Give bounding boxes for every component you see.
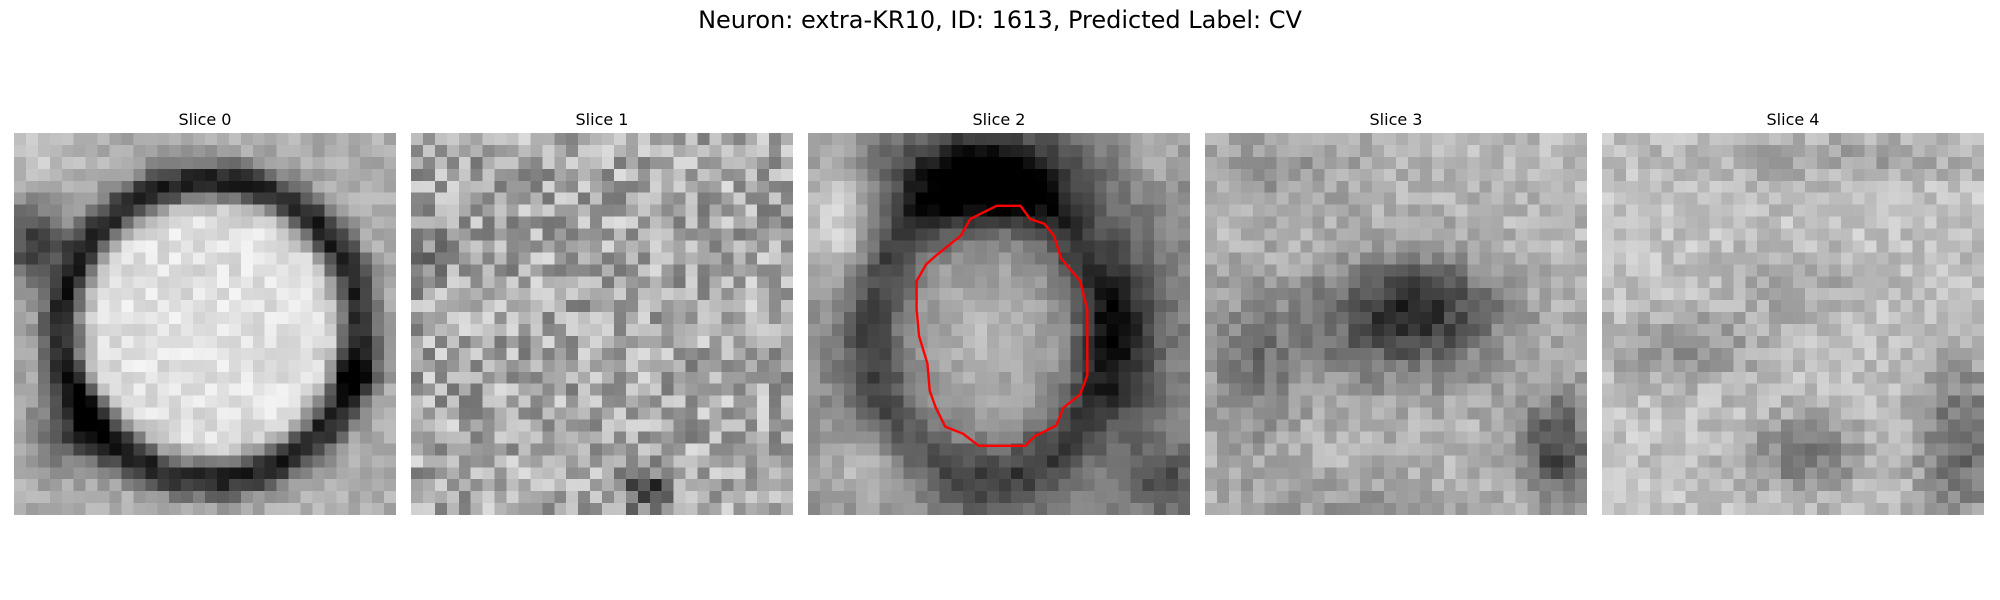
slice-2-image — [808, 133, 1190, 515]
slice-3-pixels — [1205, 133, 1587, 515]
slice-1-image — [411, 133, 793, 515]
slice-2-title: Slice 2 — [972, 110, 1026, 129]
slice-3-image — [1205, 133, 1587, 515]
slice-4-title: Slice 4 — [1766, 110, 1820, 129]
slice-4-image — [1602, 133, 1984, 515]
slice-3-title: Slice 3 — [1369, 110, 1423, 129]
slice-2-pixels — [808, 133, 1190, 515]
slice-0-image — [14, 133, 396, 515]
slice-1-pixels — [411, 133, 793, 515]
cell-contour-outline — [915, 204, 1089, 447]
slice-0-title: Slice 0 — [178, 110, 232, 129]
slice-0-pixels — [14, 133, 396, 515]
slice-1-title: Slice 1 — [575, 110, 629, 129]
slice-4-pixels — [1602, 133, 1984, 515]
figure-title: Neuron: extra-KR10, ID: 1613, Predicted … — [698, 6, 1302, 34]
